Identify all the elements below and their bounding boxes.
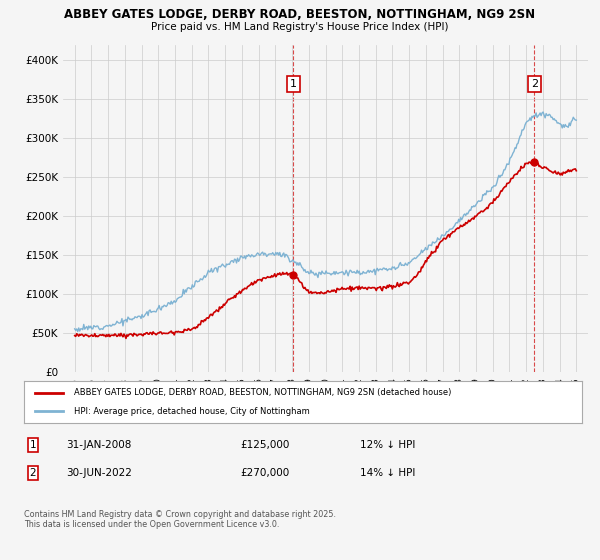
Text: 1: 1 [29, 440, 37, 450]
Text: ABBEY GATES LODGE, DERBY ROAD, BEESTON, NOTTINGHAM, NG9 2SN (detached house): ABBEY GATES LODGE, DERBY ROAD, BEESTON, … [74, 388, 452, 397]
Text: £125,000: £125,000 [240, 440, 289, 450]
Text: 2: 2 [531, 79, 538, 89]
Text: 12% ↓ HPI: 12% ↓ HPI [360, 440, 415, 450]
Text: 2: 2 [29, 468, 37, 478]
Text: £270,000: £270,000 [240, 468, 289, 478]
Text: 30-JUN-2022: 30-JUN-2022 [66, 468, 132, 478]
Text: Contains HM Land Registry data © Crown copyright and database right 2025.
This d: Contains HM Land Registry data © Crown c… [24, 510, 336, 529]
Text: 14% ↓ HPI: 14% ↓ HPI [360, 468, 415, 478]
Text: 1: 1 [290, 79, 297, 89]
Text: HPI: Average price, detached house, City of Nottingham: HPI: Average price, detached house, City… [74, 407, 310, 416]
Text: Price paid vs. HM Land Registry's House Price Index (HPI): Price paid vs. HM Land Registry's House … [151, 22, 449, 32]
Text: ABBEY GATES LODGE, DERBY ROAD, BEESTON, NOTTINGHAM, NG9 2SN: ABBEY GATES LODGE, DERBY ROAD, BEESTON, … [64, 8, 536, 21]
Text: 31-JAN-2008: 31-JAN-2008 [66, 440, 131, 450]
